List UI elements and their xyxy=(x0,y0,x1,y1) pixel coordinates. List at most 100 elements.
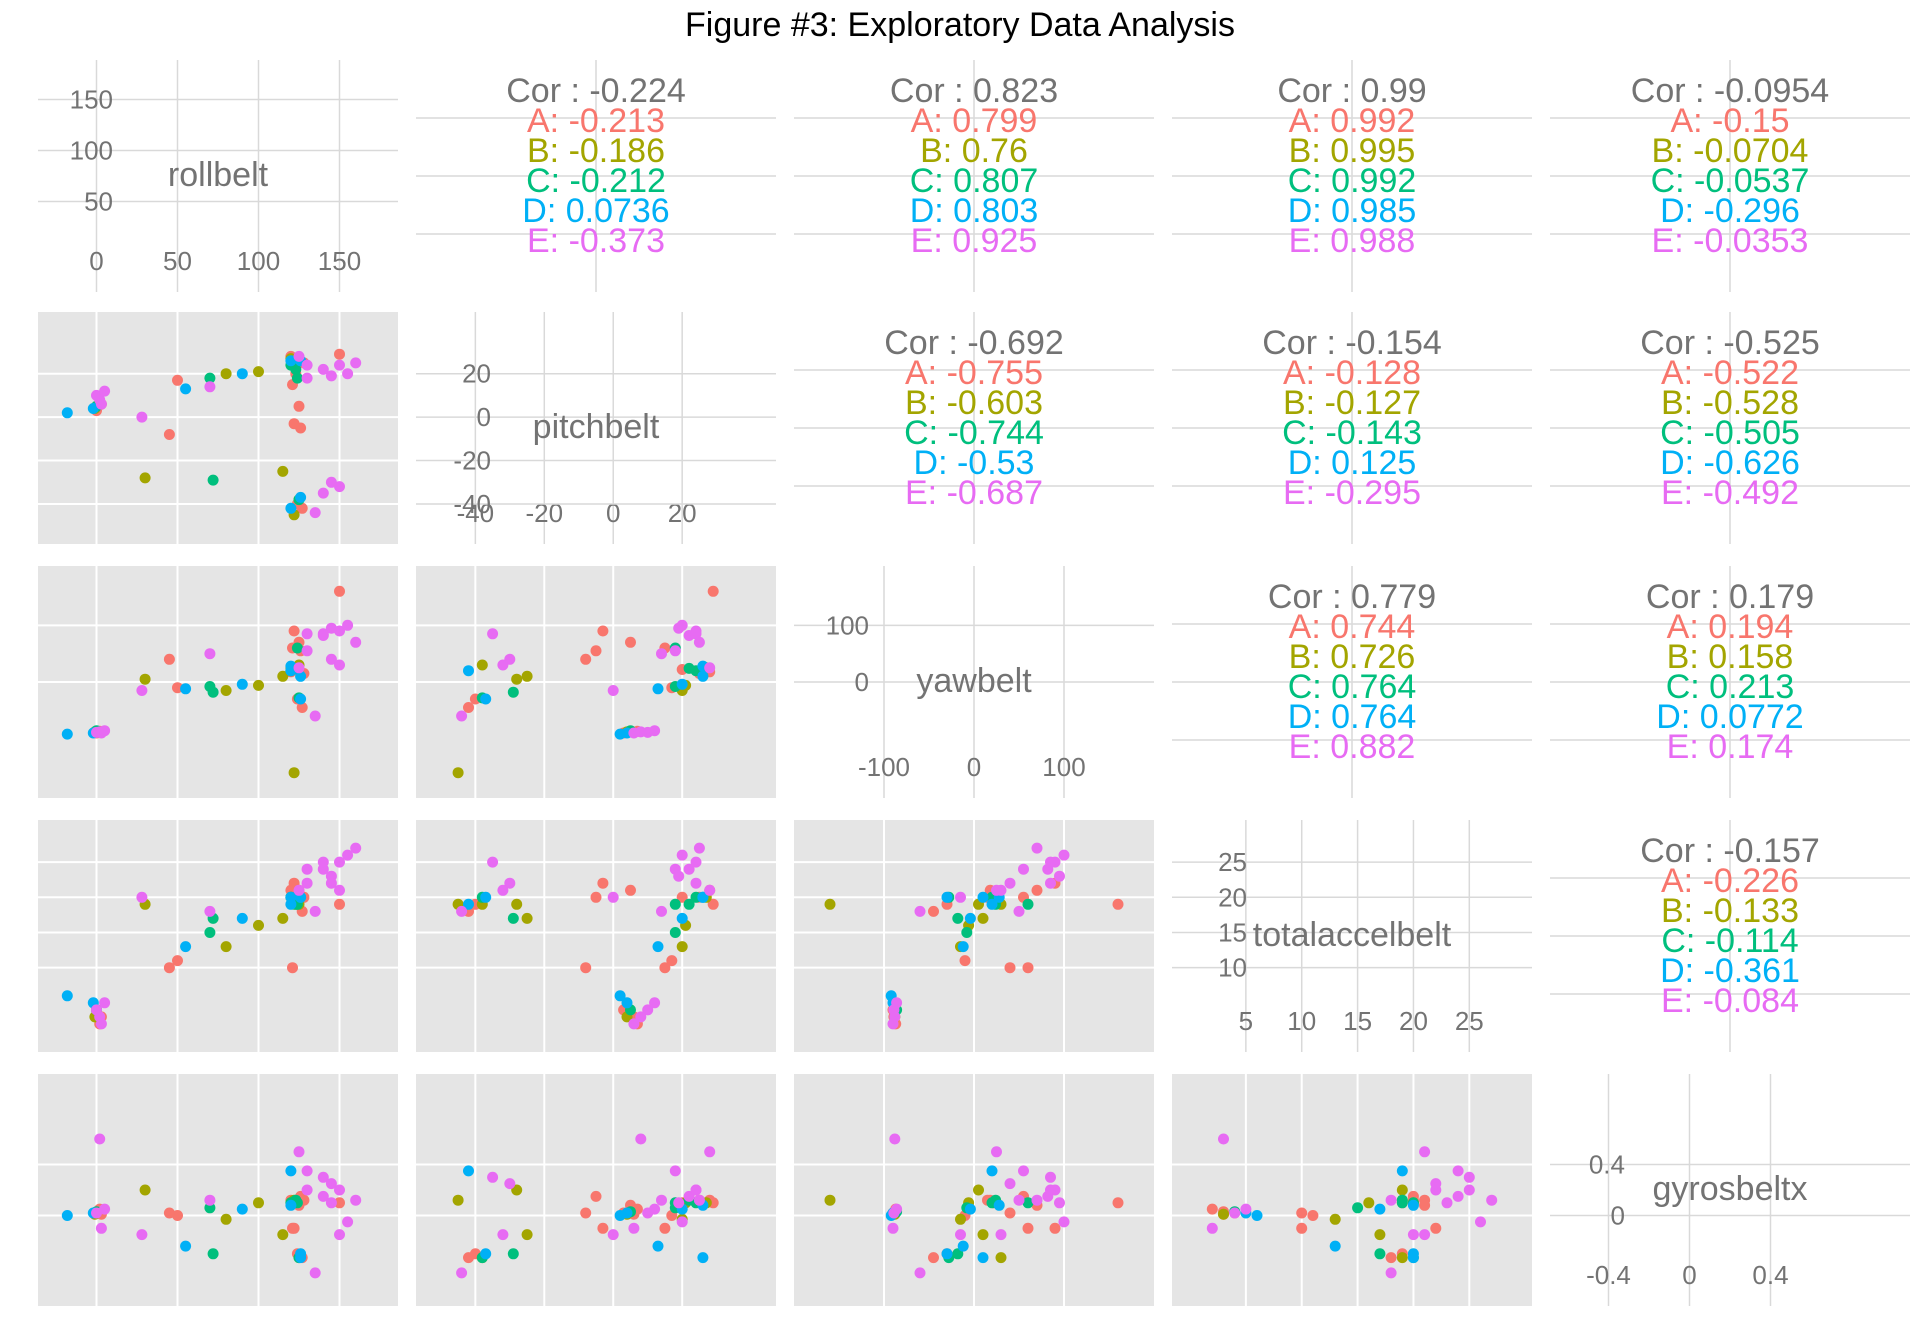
group-correlation-E: E: -0.295 xyxy=(1283,474,1421,512)
overall-correlation: Cor : -0.692 xyxy=(884,324,1064,362)
y-tick-label: 20 xyxy=(462,359,491,389)
scatter-point-B xyxy=(824,898,836,910)
scatter-point-E xyxy=(635,1133,647,1145)
scatter-point-E xyxy=(301,863,313,875)
group-correlation-D: D: 0.803 xyxy=(910,192,1039,230)
group-correlation-E: E: -0.0353 xyxy=(1652,222,1809,260)
variable-label: gyrosbeltx xyxy=(1653,1170,1808,1208)
scatter-point-A xyxy=(1430,1222,1442,1234)
scatter-point-E xyxy=(991,884,1002,896)
scatter-point-E xyxy=(293,662,305,674)
overall-correlation: Cor : 0.779 xyxy=(1268,578,1436,616)
scatter-point-E xyxy=(334,659,345,671)
scatter-point-B xyxy=(1218,1208,1229,1220)
scatter-point-E xyxy=(325,476,337,488)
scatter-point-E xyxy=(293,884,305,896)
scatter-point-B xyxy=(973,1184,984,1196)
group-correlation-E: E: 0.882 xyxy=(1289,728,1416,766)
group-correlation-D: D: 0.125 xyxy=(1288,444,1417,482)
scatter-point-E xyxy=(673,622,685,634)
scatter-point-A xyxy=(163,1207,175,1219)
scatter-point-E xyxy=(99,725,111,737)
scatter-point-A xyxy=(296,702,308,713)
scatter-point-D xyxy=(652,683,664,695)
scatter-point-E xyxy=(1031,842,1043,854)
y-tick-label: -40 xyxy=(453,489,491,519)
variable-label: pitchbelt xyxy=(533,408,660,446)
scatter-point-C xyxy=(961,927,973,938)
x-tick-label: 150 xyxy=(318,246,361,276)
scatter-point-E xyxy=(325,370,337,382)
scatter-point-E xyxy=(914,905,926,917)
scatter-point-B xyxy=(995,1252,1007,1264)
scatter-point-E xyxy=(1419,1229,1431,1241)
group-correlation-A: A: 0.799 xyxy=(911,102,1038,140)
scatter-point-A xyxy=(928,905,939,917)
scatter-point-A xyxy=(1296,1222,1308,1234)
scatter-point-E xyxy=(350,636,362,648)
scatter-point-E xyxy=(487,1171,499,1183)
scatter-point-E xyxy=(669,645,681,657)
scatter-point-D xyxy=(61,407,73,419)
scatter-point-E xyxy=(693,636,705,648)
scatter-point-E xyxy=(1054,870,1065,882)
scatter-point-D xyxy=(964,912,976,924)
x-tick-label: -0.4 xyxy=(1586,1260,1631,1290)
scatter-point-D xyxy=(697,1252,709,1264)
scatter-point-A xyxy=(1296,1207,1308,1219)
scatter-point-C xyxy=(1374,1248,1386,1260)
x-tick-label: 0 xyxy=(1682,1260,1696,1290)
scatter-point-E xyxy=(204,905,216,917)
scatter-point-E xyxy=(1031,1194,1043,1206)
scatter-point-A xyxy=(625,884,636,896)
scatter-point-A xyxy=(334,898,345,910)
scatter-point-B xyxy=(476,659,488,671)
scatter-point-A xyxy=(463,702,474,713)
scatter-point-B xyxy=(253,679,264,691)
scatter-point-E xyxy=(136,891,148,903)
scatter-point-E xyxy=(350,1194,362,1206)
scatter-point-A xyxy=(287,962,298,974)
scatter-point-A xyxy=(295,422,307,434)
scatter-point-E xyxy=(1463,1184,1475,1196)
x-tick-label: 50 xyxy=(163,246,192,276)
scatter-point-E xyxy=(656,648,667,660)
scatter-point-E xyxy=(1229,1207,1241,1219)
scatter-point-E xyxy=(325,622,337,634)
scatter-point-B xyxy=(1396,1184,1408,1196)
overall-correlation: Cor : -0.0954 xyxy=(1631,72,1829,110)
scatter-point-C xyxy=(507,686,519,698)
group-correlation-D: D: 0.985 xyxy=(1288,192,1417,230)
scatter-point-C xyxy=(683,898,695,910)
scatter-point-E xyxy=(204,648,216,660)
x-tick-label: 25 xyxy=(1455,1006,1484,1036)
group-correlation-B: B: -0.127 xyxy=(1283,384,1421,422)
scatter-point-E xyxy=(673,870,685,882)
y-tick-label: 100 xyxy=(826,610,869,640)
scatter-point-E xyxy=(136,411,148,423)
scatter-panel-bg xyxy=(38,312,398,544)
scatter-point-A xyxy=(580,653,592,665)
group-correlation-A: A: -0.213 xyxy=(527,102,665,140)
x-tick-label: 100 xyxy=(1042,752,1085,782)
y-tick-label: 20 xyxy=(1218,882,1247,912)
scatter-point-E xyxy=(497,659,509,671)
scatter-point-A xyxy=(1031,884,1043,896)
scatter-point-D xyxy=(463,665,474,677)
scatter-point-E xyxy=(669,1165,681,1177)
scatter-point-E xyxy=(683,863,695,875)
scatter-point-C xyxy=(290,363,302,375)
scatter-point-E xyxy=(342,1216,354,1228)
scatter-point-C xyxy=(683,662,695,674)
scatter-point-B xyxy=(977,1229,989,1241)
scatter-point-A xyxy=(666,955,678,967)
x-tick-label: 100 xyxy=(237,246,280,276)
scatter-point-E xyxy=(649,997,661,1009)
scatter-point-B xyxy=(220,685,232,696)
group-correlation-E: E: -0.373 xyxy=(527,222,665,260)
scatter-point-A xyxy=(287,1222,298,1234)
scatter-point-E xyxy=(350,357,362,369)
scatter-point-E xyxy=(1206,1222,1218,1234)
scatter-point-D xyxy=(236,368,248,380)
